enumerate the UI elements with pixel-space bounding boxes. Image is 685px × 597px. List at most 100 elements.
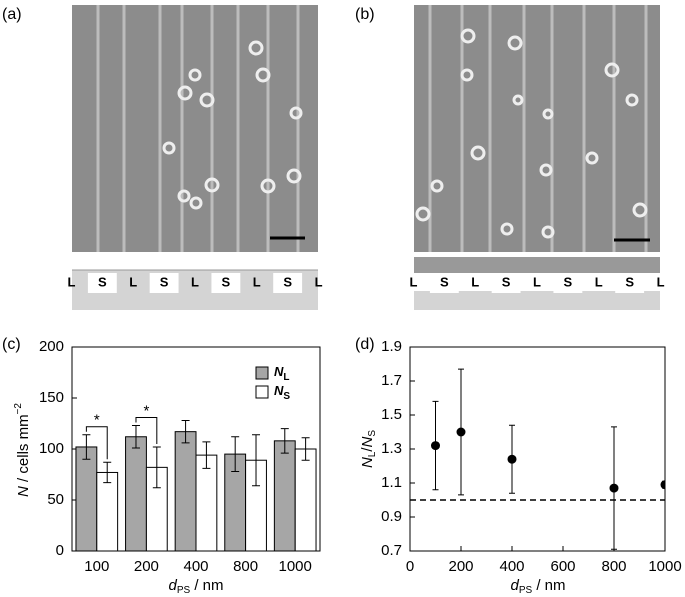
x-tick-label: 400 [183, 558, 208, 575]
pattern-label: L [409, 274, 417, 289]
pattern-box [149, 273, 179, 293]
legend-label: N [274, 383, 284, 398]
y-tick-label: 0 [56, 542, 64, 559]
pattern-label: L [533, 274, 541, 289]
pattern-box [429, 273, 459, 293]
x-tick-label: 1000 [648, 558, 681, 575]
bar [96, 471, 119, 552]
y-axis-label: NL/NS [359, 430, 378, 468]
x-tick-label: 100 [84, 558, 109, 575]
y-tick-label: 50 [47, 491, 64, 508]
error-bar [152, 446, 161, 489]
pattern-label: L [315, 274, 323, 289]
plot-frame [71, 346, 321, 552]
x-tick-label: 600 [550, 558, 575, 575]
pattern-label: S [625, 274, 634, 289]
y-tick-label: 150 [39, 389, 64, 406]
x-axis-label: PS [519, 585, 533, 596]
significance-bracket [135, 417, 158, 444]
micrograph [72, 5, 318, 252]
x-axis-label: / nm [190, 577, 223, 594]
bar [125, 436, 147, 552]
pattern-label: L [471, 274, 479, 289]
legend-label: N [274, 364, 284, 379]
significance-label: * [94, 412, 100, 429]
panel-label: (a) [2, 6, 22, 23]
panel-label: (c) [2, 336, 21, 353]
bar [75, 446, 98, 552]
error-bar [231, 436, 240, 472]
bar [273, 440, 296, 552]
error-bar [82, 434, 91, 460]
pattern-box [211, 273, 241, 293]
y-tick-label: 1.3 [381, 440, 402, 457]
y-axis-label: S [367, 430, 378, 437]
x-tick-label: 800 [233, 558, 258, 575]
y-tick-label: 0.7 [381, 542, 402, 559]
x-axis-label: dPS / nm [168, 577, 223, 596]
x-axis-label: d [168, 577, 177, 594]
legend-label: S [283, 391, 290, 402]
micrograph [414, 5, 660, 252]
y-tick-label: 1.1 [381, 474, 402, 491]
x-axis-label: d [510, 577, 519, 594]
error-bar [301, 437, 310, 461]
error-bar [103, 461, 112, 484]
error-bar [252, 434, 261, 487]
data-point [609, 483, 619, 493]
data-point [456, 427, 466, 437]
pattern-label: L [253, 274, 261, 289]
plot-area [410, 368, 665, 550]
y-axis-label: N [359, 436, 376, 447]
y-tick-label: 0.9 [381, 508, 402, 525]
error-bar [181, 419, 190, 444]
bar [294, 448, 317, 552]
x-tick-label: 0 [406, 558, 414, 575]
data-point [431, 441, 440, 451]
x-axis-label: / nm [532, 577, 565, 594]
pattern-label: L [595, 274, 603, 289]
y-axis-label: / [359, 447, 376, 452]
legend-label: NL [274, 364, 290, 382]
pattern-label: S [283, 274, 292, 289]
x-tick-label: 200 [134, 558, 159, 575]
pattern-box [87, 273, 117, 293]
pattern-box [273, 273, 303, 293]
y-tick-label: 100 [39, 440, 64, 457]
legend-label: L [283, 372, 289, 383]
pattern-box [553, 273, 583, 293]
y-axis-label: N [359, 457, 376, 468]
bar [195, 454, 218, 552]
pattern-box [615, 273, 645, 293]
x-axis-label: PS [177, 585, 191, 596]
pattern-label: L [657, 274, 665, 289]
y-tick-label: 1.9 [381, 338, 402, 355]
y-axis-label: −2 [13, 403, 24, 415]
x-axis-label: dPS / nm [510, 577, 565, 596]
plot-frame [409, 346, 666, 552]
x-tick-label: 400 [499, 558, 524, 575]
y-axis-label: N [15, 486, 32, 497]
significance-label: * [143, 403, 149, 420]
data-point [507, 454, 517, 464]
panel-label: (b) [355, 6, 375, 23]
error-bar [131, 425, 140, 449]
pattern-label: S [440, 274, 449, 289]
pattern-label: L [67, 274, 75, 289]
x-tick-label: 1000 [279, 558, 312, 575]
pattern-label: S [502, 274, 511, 289]
pattern-label: S [160, 274, 169, 289]
error-bar [280, 428, 289, 454]
y-axis-label: L [367, 451, 378, 457]
y-axis-label: N / cells mm−2 [13, 403, 32, 497]
significance-bracket [85, 426, 108, 460]
y-tick-label: 1.7 [381, 372, 402, 389]
pattern-label: S [222, 274, 231, 289]
data-point [660, 480, 665, 490]
pattern-label: L [129, 274, 137, 289]
y-axis-label: / cells mm [15, 414, 32, 486]
error-bar [202, 441, 211, 469]
legend-swatch [255, 366, 269, 380]
bar [174, 431, 197, 552]
